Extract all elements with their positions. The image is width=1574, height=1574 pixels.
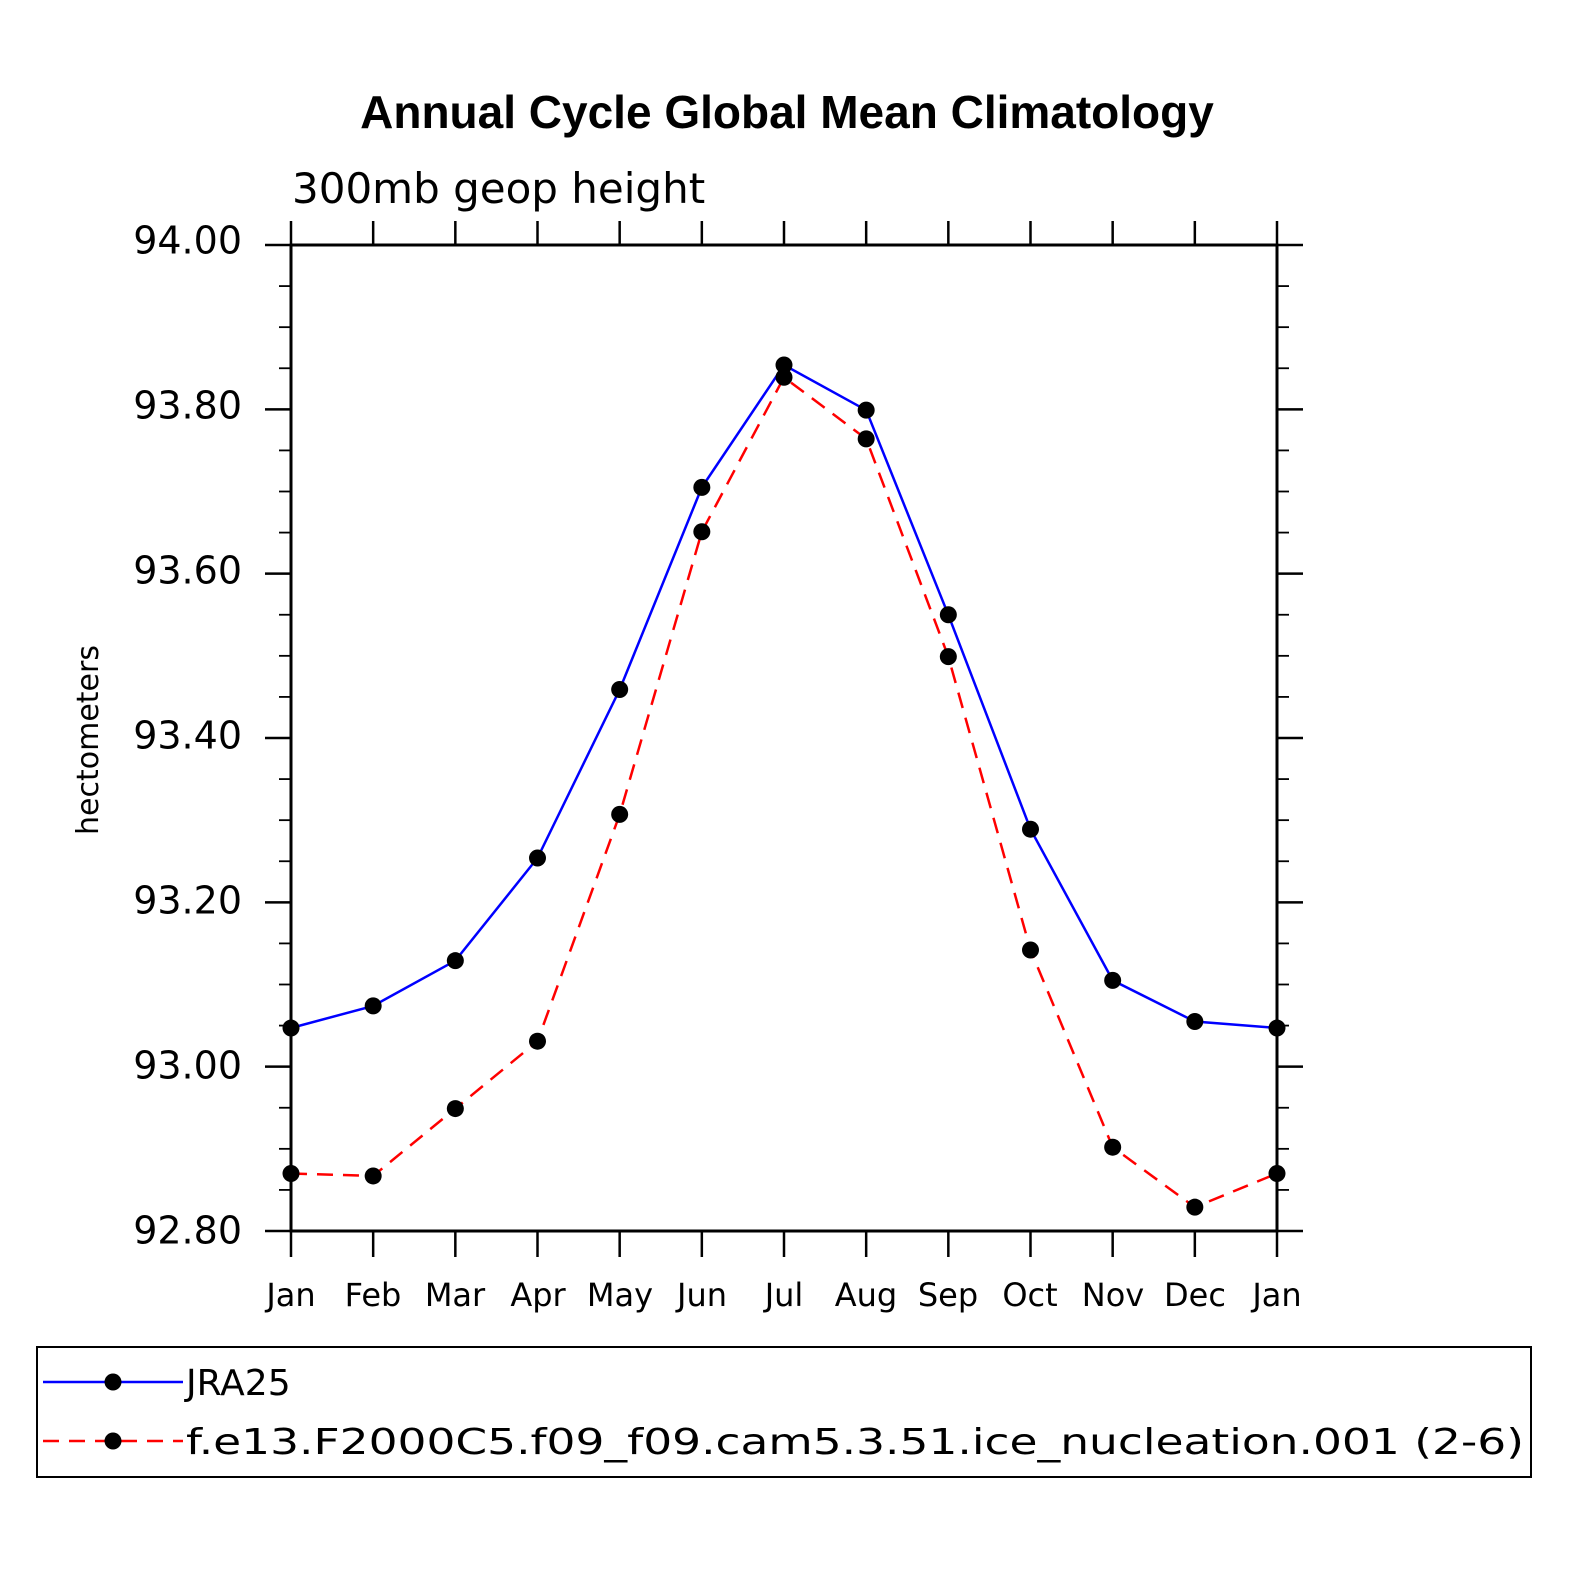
data-point-series-0	[529, 849, 546, 867]
data-point-series-0	[611, 681, 629, 699]
data-point-series-1	[1186, 1198, 1204, 1216]
y-tick-label: 93.60	[133, 549, 242, 593]
x-tick-label: May	[587, 1276, 653, 1314]
y-axis-label: hectometers	[71, 645, 106, 835]
x-tick-label: Feb	[345, 1276, 402, 1314]
series-line-1	[290, 375, 1278, 1209]
y-tick-label: 93.00	[133, 1044, 242, 1088]
data-point-series-1	[282, 1164, 300, 1182]
axis-ticks	[265, 221, 1303, 1257]
x-tick-label: Nov	[1082, 1276, 1144, 1314]
data-point-series-0	[1022, 820, 1039, 838]
data-point-series-0	[364, 997, 382, 1015]
x-tick-label: Dec	[1164, 1276, 1226, 1314]
data-point-series-0	[693, 478, 711, 496]
legend-box	[36, 1346, 1532, 1478]
data-point-series-0	[1186, 1012, 1204, 1030]
x-tick-label: Jul	[763, 1276, 804, 1314]
y-tick-label: 93.40	[133, 714, 242, 758]
data-point-series-1	[775, 368, 793, 386]
y-tick-labels: 92.80 93.00 93.20 93.40 93.60 93.80 94.0…	[133, 219, 242, 1253]
data-point-series-0	[1268, 1019, 1286, 1037]
legend-marker-model	[104, 1432, 122, 1450]
x-tick-labels: Jan Feb Mar Apr May Jun Jul Aug Sep Oct …	[264, 1276, 1301, 1314]
y-tick-label: 93.20	[133, 879, 242, 923]
series-layer	[282, 356, 1286, 1216]
data-point-series-0	[446, 952, 464, 970]
data-point-series-0	[282, 1019, 300, 1037]
data-point-series-1	[1104, 1138, 1122, 1156]
data-point-series-1	[611, 805, 629, 823]
data-point-series-1	[364, 1167, 382, 1185]
legend-label-model: f.e13.F2000C5.f09_f09.cam5.3.51.ice_nucl…	[186, 1422, 1524, 1463]
data-point-series-1	[446, 1100, 464, 1118]
data-point-series-1	[939, 648, 957, 666]
y-tick-label: 92.80	[133, 1209, 242, 1253]
x-tick-label: Mar	[425, 1276, 486, 1314]
chart-subtitle: 300mb geop height	[292, 164, 705, 213]
plot-frame	[289, 243, 1279, 1233]
data-point-series-1	[857, 430, 875, 448]
y-tick-label: 94.00	[133, 219, 242, 263]
data-point-series-1	[693, 523, 711, 541]
series-line-0	[290, 363, 1278, 1030]
x-tick-label: Apr	[510, 1276, 566, 1314]
y-tick-label: 93.80	[133, 384, 242, 428]
legend-label-jra25: JRA25	[184, 1363, 291, 1404]
x-tick-label: Sep	[918, 1276, 978, 1314]
data-point-series-0	[775, 356, 793, 374]
x-tick-label: Jan	[264, 1276, 315, 1314]
data-point-series-0	[939, 606, 957, 624]
legend-marker-jra25	[104, 1373, 122, 1391]
data-point-series-1	[1022, 941, 1039, 959]
legend: JRA25 f.e13.F2000C5.f09_f09.cam5.3.51.ic…	[36, 1346, 1532, 1478]
x-tick-label: Aug	[835, 1276, 897, 1314]
x-tick-label: Oct	[1002, 1276, 1057, 1314]
x-tick-label: Jun	[675, 1276, 727, 1314]
chart-title: Annual Cycle Global Mean Climatology	[360, 86, 1214, 138]
data-point-series-1	[1268, 1164, 1286, 1182]
data-point-series-1	[529, 1032, 546, 1050]
data-point-series-0	[1104, 971, 1122, 989]
x-tick-label: Jan	[1250, 1276, 1301, 1314]
data-point-series-0	[857, 401, 875, 419]
